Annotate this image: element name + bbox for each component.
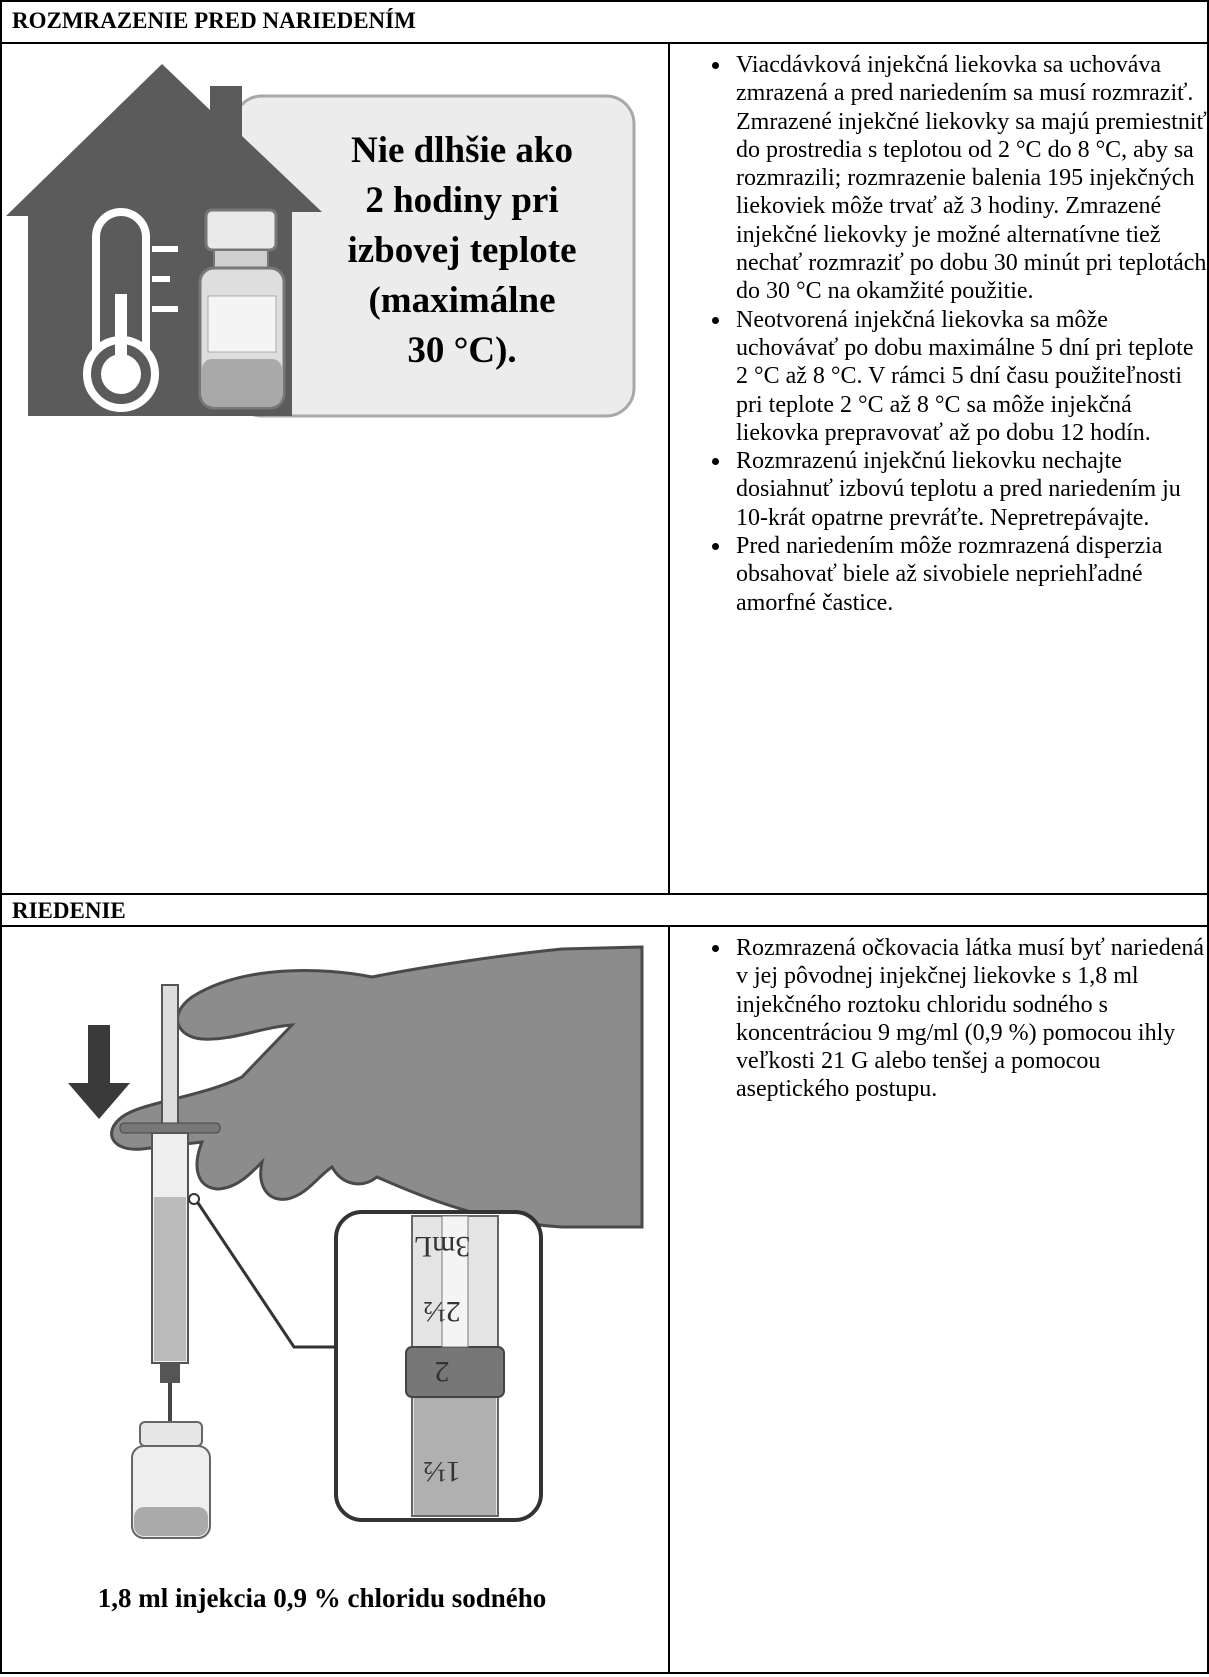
zoom-line (196, 1202, 336, 1349)
zoom-label: 3mL (414, 1230, 471, 1263)
image-cell: 3mL 2½ 2 1½ 1,8 ml injekcia 0,9 % chloridu … (0, 925, 670, 1674)
zoom-plunger-tip (405, 1346, 505, 1398)
bullet: Viacdávková injekčná liekovka sa uchováv… (732, 51, 1207, 306)
zoom-label: 1½ (423, 1455, 461, 1488)
arrow-head (68, 1083, 130, 1119)
zoom-label: 2 (435, 1355, 450, 1388)
thermometer-fill (101, 354, 141, 394)
image-text-line: Nie dlhšie ako (351, 130, 573, 171)
text-cell: Rozmrazená očkovacia látka musí byť nari… (668, 925, 1209, 1674)
house-illustration: Nie dlhšie ako 2 hodiny pri izbovej teplot… (6, 64, 636, 418)
bullet: Pred nariedením môže rozmrazená disperzi… (732, 532, 1207, 617)
vial-cap (204, 208, 278, 252)
image-text: Nie dlhšie ako 2 hodiny pri izbovej teplot… (347, 130, 576, 371)
bullet-list: Viacdávková injekčná liekovka sa uchováv… (670, 51, 1207, 617)
thermometer-ticks (152, 246, 178, 312)
vial-liquid (202, 359, 282, 406)
image-text-line: (maximálne (368, 280, 555, 321)
vial-label (207, 295, 277, 353)
hub (160, 1363, 180, 1383)
barrel-liquid (154, 1197, 186, 1361)
vial-cap (139, 1421, 203, 1447)
vial-neck (213, 249, 269, 269)
image-text-line: 30 °C). (407, 330, 516, 371)
zoom-labels: 3mL 2½ 2 1½ (414, 1230, 471, 1488)
image-cell: Nie dlhšie ako 2 hodiny pri izbovej teplot… (0, 42, 670, 895)
text-cell: Viacdávková injekčná liekovka sa uchováv… (668, 42, 1209, 895)
flange (119, 1122, 221, 1134)
zoom-label: 2½ (423, 1295, 461, 1328)
bullet: Rozmrazenú injekčnú liekovku nechajte do… (732, 447, 1207, 532)
zoom-rod (441, 1215, 469, 1348)
bullet-list: Rozmrazená očkovacia látka musí byť nari… (670, 934, 1207, 1104)
glove (110, 945, 644, 1229)
section-title: ROZMRAZENIE PRED NARIEDENÍM (0, 0, 1209, 44)
image-text-line: izbovej teplote (347, 230, 576, 271)
plunger (161, 984, 179, 1136)
bullet: Neotvorená injekčná liekovka sa môže uch… (732, 306, 1207, 447)
arrow-shaft (88, 1025, 110, 1085)
syringe-illustration: 3mL 2½ 2 1½ 1,8 ml injekcia 0,9 % chloridu … (68, 945, 644, 1613)
thermometer-column (115, 294, 127, 364)
vial-liquid (134, 1507, 208, 1536)
image-caption: 1,8 ml injekcia 0,9 % chloridu sodného (98, 1583, 547, 1613)
image-text-line: 2 hodiny pri (365, 180, 558, 221)
zoom-point (188, 1193, 200, 1205)
bullet: Rozmrazená očkovacia látka musí byť nari… (732, 934, 1207, 1104)
section-title: RIEDENIE (0, 893, 1209, 927)
